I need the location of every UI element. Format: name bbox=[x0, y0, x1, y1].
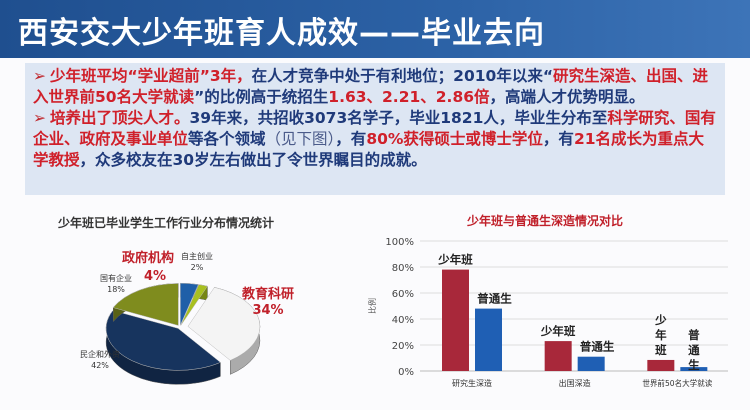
text-segment: 1.63、2.21、2.86倍 bbox=[328, 88, 490, 106]
text-segment: 80%获得硕士或博士学位 bbox=[366, 130, 543, 148]
bar-chart-title: 少年班与普通生深造情况对比 bbox=[467, 214, 624, 228]
text-segment: 在人才竞争中处于有利地位；2010年以来“ bbox=[251, 67, 553, 85]
pie-label: 自主创业 bbox=[181, 251, 213, 261]
text-segment: ，有 bbox=[542, 130, 574, 148]
bar bbox=[647, 359, 675, 371]
text-segment: ，高端人才优势明显。 bbox=[489, 88, 645, 106]
y-tick-label: 60% bbox=[392, 289, 414, 300]
pie-value-label: 18% bbox=[107, 285, 125, 294]
y-tick-label: 100% bbox=[385, 237, 414, 248]
slide-title: 西安交大少年班育人成效——毕业去向 bbox=[18, 16, 545, 51]
text-segment: 少年班平均“学业超前”3年， bbox=[50, 67, 252, 85]
y-tick-label: 40% bbox=[392, 315, 414, 326]
bar bbox=[680, 367, 708, 371]
bar-data-label: 普通生 bbox=[477, 292, 512, 306]
bar bbox=[577, 356, 605, 371]
pie-value-label: 4% bbox=[144, 269, 166, 284]
pie-label: 政府机构 bbox=[122, 250, 174, 266]
text-segment: 培养出了顶尖人才。 bbox=[50, 109, 190, 127]
text-segment: ”的比例高于统招生 bbox=[194, 88, 329, 106]
pie-slice bbox=[112, 283, 179, 326]
pie-value-label: 2% bbox=[191, 263, 204, 272]
paragraph-1: ➢ 少年班平均“学业超前”3年，在人才竞争中处于有利地位；2010年以来“研究生深… bbox=[33, 66, 717, 108]
pie-value-label: 42% bbox=[91, 361, 109, 370]
x-tick-label: 世界前50名大学就读 bbox=[642, 378, 712, 388]
bar bbox=[475, 308, 502, 371]
bar bbox=[544, 341, 572, 371]
text-segment: 等各个领域 bbox=[188, 130, 266, 148]
text-segment: （见下图） bbox=[265, 130, 336, 148]
text-segment: 21名成长为重点大学教授 bbox=[33, 130, 705, 169]
bar-chart: 0%20%40%60%80%100%比例少年班普通生研究生深造少年班普通生出国深… bbox=[367, 237, 728, 388]
x-tick-label: 研究生深造 bbox=[452, 378, 492, 388]
pie-slice bbox=[180, 284, 208, 326]
pie-slice bbox=[180, 282, 199, 326]
y-tick-label: 20% bbox=[392, 341, 414, 352]
bar-data-label: 普通生 bbox=[580, 340, 615, 354]
bar-data-label: 普通生 bbox=[688, 328, 700, 372]
x-tick-label: 出国深造 bbox=[559, 378, 591, 388]
text-segment: 研究生深造、出国、进入世界前50名大学就读 bbox=[33, 67, 709, 106]
y-axis-label: 比例 bbox=[367, 298, 377, 314]
y-tick-label: 80% bbox=[392, 263, 414, 274]
pie-label: 国有企业 bbox=[100, 273, 132, 283]
pie-slice bbox=[105, 310, 221, 371]
pie-slice bbox=[187, 287, 261, 361]
text-segment: 科学研究、国有企业、政府及事业单位 bbox=[33, 109, 716, 148]
pie-label: 教育科研 bbox=[241, 286, 294, 302]
y-tick-label: 0% bbox=[398, 367, 414, 378]
pie-value-label: 34% bbox=[252, 303, 283, 318]
bar-data-label: 少年班 bbox=[654, 313, 667, 357]
summary-box: ➢ 少年班平均“学业超前”3年，在人才竞争中处于有利地位；2010年以来“研究生深… bbox=[25, 63, 725, 195]
text-segment: 39年来，共招收3073名学子，毕业1821人，毕业生分布至 bbox=[189, 109, 608, 127]
title-bar: 西安交大少年班育人成效——毕业去向 bbox=[0, 0, 750, 58]
bar-data-label: 少年班 bbox=[437, 253, 473, 267]
bar bbox=[442, 269, 469, 371]
pie-chart-title: 少年班已毕业学生工作行业分布情况统计 bbox=[58, 216, 275, 230]
arrow-bullet-icon: ➢ bbox=[33, 109, 46, 127]
arrow-bullet-icon: ➢ bbox=[33, 67, 46, 85]
text-segment: ，有 bbox=[335, 130, 367, 148]
text-segment: ，众多校友在30岁左右做出了令世界瞩目的成就。 bbox=[79, 151, 427, 169]
paragraph-2: ➢ 培养出了顶尖人才。39年来，共招收3073名学子，毕业1821人，毕业生分布至… bbox=[33, 108, 717, 171]
pie-label: 民企和外资 bbox=[80, 349, 120, 359]
bar-data-label: 少年班 bbox=[540, 324, 576, 338]
